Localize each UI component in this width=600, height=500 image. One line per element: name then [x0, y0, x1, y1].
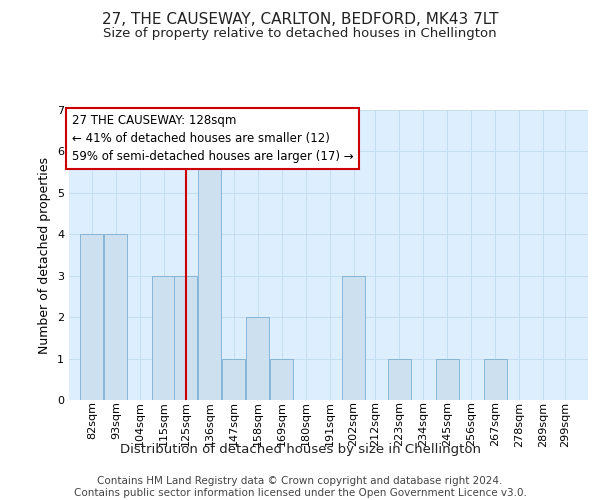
Bar [104, 234, 127, 400]
Bar [436, 358, 459, 400]
Text: 27, THE CAUSEWAY, CARLTON, BEDFORD, MK43 7LT: 27, THE CAUSEWAY, CARLTON, BEDFORD, MK43… [102, 12, 498, 28]
Y-axis label: Number of detached properties: Number of detached properties [38, 156, 52, 354]
Bar [388, 358, 411, 400]
Bar [174, 276, 197, 400]
Text: Size of property relative to detached houses in Chellington: Size of property relative to detached ho… [103, 28, 497, 40]
Bar [80, 234, 103, 400]
Bar [222, 358, 245, 400]
Bar [270, 358, 293, 400]
Text: Distribution of detached houses by size in Chellington: Distribution of detached houses by size … [119, 442, 481, 456]
Bar [342, 276, 365, 400]
Text: Contains HM Land Registry data © Crown copyright and database right 2024.
Contai: Contains HM Land Registry data © Crown c… [74, 476, 526, 498]
Bar [152, 276, 175, 400]
Bar [246, 317, 269, 400]
Bar [198, 152, 221, 400]
Bar [484, 358, 507, 400]
Text: 27 THE CAUSEWAY: 128sqm
← 41% of detached houses are smaller (12)
59% of semi-de: 27 THE CAUSEWAY: 128sqm ← 41% of detache… [71, 114, 353, 164]
